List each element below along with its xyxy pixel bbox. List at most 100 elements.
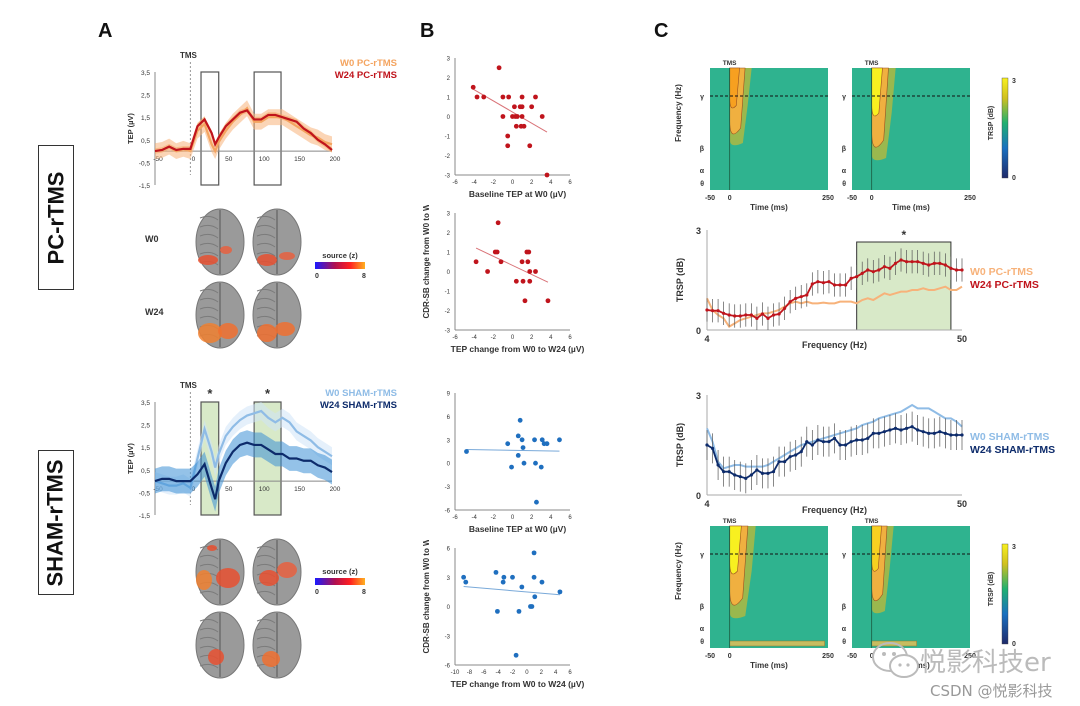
data-point [771,470,776,474]
x-tick-label: 50 [957,499,967,509]
data-point [513,123,519,129]
x-tick-label: 4 [549,515,553,521]
brain-sulcus [199,618,219,624]
condition-label-pc: PC-rTMS [43,171,69,264]
brain-sulcus [256,251,276,257]
data-point [899,258,903,262]
x-axis-label: TEP change from W0 to W24 (µV) [451,679,585,689]
data-point [509,464,514,470]
y-tick-label: θ [842,181,846,188]
data-point [805,440,809,444]
data-point [838,283,842,287]
data-point [904,426,909,430]
panel-label-a: A [98,20,113,42]
data-point [498,259,504,265]
series-line-w24 [154,109,333,153]
colorbar-max: 8 [362,273,366,280]
brain-sulcus [199,251,219,257]
data-point [893,261,898,265]
x-tick-label: 250 [964,195,976,202]
series-line-w0 [706,285,963,329]
row-label: W24 [145,307,164,317]
data-point [904,260,909,264]
data-point [799,295,803,299]
data-point [838,443,842,447]
y-axis-label: TRSP (dB) [675,258,685,302]
y-axis-label: TEP (µV) [126,113,135,144]
legend-w24: W24 SHAM-rTMS [320,400,397,411]
brain-sulcus [256,563,276,569]
data-point [526,249,532,255]
y-axis-label: TRSP (dB) [675,423,685,467]
source-maps-sham: source (z) 0 8 [195,538,366,679]
data-point [733,314,737,318]
y-tick-label: 6 [447,547,451,553]
data-point [464,449,469,454]
colorbar-max: 3 [1012,78,1016,85]
data-point [749,313,753,317]
y-tick-label: β [700,604,705,611]
data-point [921,430,925,434]
data-point [794,296,798,300]
watermark-sub: CSDN @悦影科技 [930,682,1053,700]
data-point [893,426,898,430]
legend-w0: W0 PC-rTMS [970,266,1033,278]
y-axis-label: TEP (µV) [126,443,135,474]
data-point [544,172,550,178]
data-point [938,261,942,265]
legend-w0: W0 PC-rTMS [340,58,397,69]
data-point [722,311,726,315]
data-point [744,476,748,480]
y-tick-label: 0 [447,270,451,276]
wechat-icon [872,642,919,678]
data-point [500,114,506,119]
error-band-w24 [155,430,332,512]
data-point [500,579,506,585]
y-tick-label: 3 [447,57,451,63]
y-tick-label: θ [842,639,846,646]
y-tick-label: 2 [447,231,451,237]
data-point [882,430,886,434]
data-point [505,133,511,139]
activation-spot [208,649,224,665]
data-point [461,574,467,580]
y-tick-label: 1 [447,96,451,102]
data-point [810,443,814,447]
x-tick-label: -4 [471,180,477,186]
data-point [545,298,551,304]
x-tick-label: 150 [294,486,305,493]
data-point [888,428,892,432]
colorbar-trsp [1001,77,1009,179]
data-point [495,608,500,614]
data-point [855,275,859,279]
activation-spot [198,255,218,265]
x-tick-label: -4 [471,515,477,521]
data-point [744,313,748,317]
data-point [949,266,953,270]
row-label: W0 [145,234,159,244]
data-point [760,471,765,475]
y-tick-label: θ [700,639,704,646]
tf-map [852,526,970,648]
data-point [519,259,525,265]
x-tick-label: 200 [330,486,341,493]
x-axis-label: Time (ms) [892,203,930,212]
x-tick-label: 250 [822,653,834,660]
colorbar-min: 0 [1012,641,1016,648]
data-point [805,293,809,297]
data-point [527,269,533,274]
data-point [517,417,523,423]
watermark-logo [870,640,922,684]
data-point [733,473,737,477]
data-point [474,94,480,100]
activation-spot [279,252,295,260]
colorbar-title: TRSP (dB) [988,572,995,606]
error-band-w0 [155,100,332,160]
data-point [512,104,517,110]
data-point [788,300,792,304]
data-point [910,260,914,264]
y-tick-label: 0,5 [141,468,150,475]
data-point [473,259,479,265]
x-tick-label: -2 [510,670,516,676]
